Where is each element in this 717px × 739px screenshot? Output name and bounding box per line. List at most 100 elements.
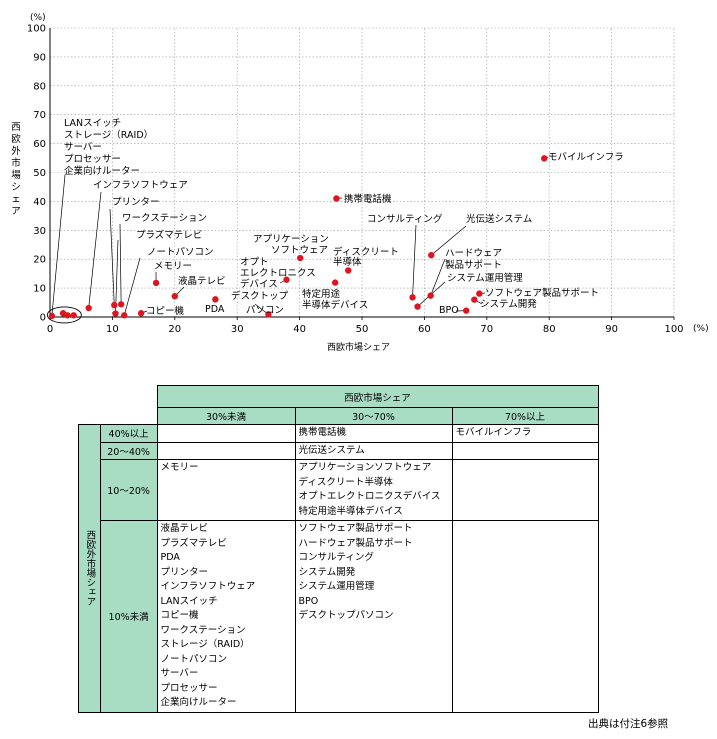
data-point (333, 195, 340, 202)
grid-lines (50, 27, 675, 317)
table-col-header: 70%以上 (451, 407, 599, 425)
x-tick-label: 10 (106, 324, 119, 335)
table-cell: 携帯電話機 (294, 424, 453, 443)
table-cell-item: 光伝送システム (298, 444, 365, 456)
point-label: ディスクリート (333, 246, 399, 258)
table-cell: 光伝送システム (294, 441, 453, 460)
table-cell-item: ソフトウェア製品サポート (298, 523, 413, 534)
point-label: プリンター (112, 197, 160, 208)
point-label: パソコン (246, 305, 284, 316)
data-point (111, 301, 118, 309)
y-tick-label: 90 (33, 52, 46, 63)
point-label: BPO (439, 305, 459, 316)
table-cell-item: プラズマテレビ (160, 537, 227, 549)
point-label: メモリー (154, 261, 192, 272)
x-tick-label: 30 (231, 324, 244, 335)
table-cell (156, 424, 296, 443)
table-cell: モバイルインフラ (451, 424, 599, 443)
point-label: プラズマテレビ (136, 229, 202, 241)
y-tick-label: 50 (33, 168, 46, 179)
table-cell-item: 液晶テレビ (160, 523, 209, 534)
leader-line (88, 191, 102, 309)
source-note: 出典は付注6参照 (588, 718, 669, 730)
point-label: アプリケーション (253, 234, 329, 245)
x-tick-label: 20 (168, 324, 181, 335)
point-label: システム開発 (480, 298, 537, 310)
table-header-top: 西欧市場シェア (156, 385, 599, 408)
point-label: デバイス (240, 278, 278, 290)
point-label: 光伝送システム (466, 213, 532, 225)
y-tick-label: 0 (40, 313, 46, 324)
point-label: 携帯電話機 (344, 193, 392, 205)
table-cell-item: サーバー (160, 668, 199, 679)
point-label: LANスイッチ (64, 118, 121, 129)
point-label: ストレージ（RAID） (64, 129, 153, 141)
x-tick-label: 50 (356, 324, 369, 335)
table-cell (451, 459, 599, 521)
table-cell-item: LANスイッチ (160, 595, 218, 607)
table-cell-item: PDA (160, 552, 180, 563)
point-label: オプト (240, 257, 269, 268)
point-label: PDA (205, 304, 225, 315)
point-label: 特定用途 (302, 288, 341, 300)
x-tick-label: 60 (418, 324, 431, 335)
table-cell-item: ストレージ（RAID） (160, 639, 250, 650)
table-cell-item: オプトエレクトロニクスデバイス (298, 491, 441, 502)
leader-line (431, 225, 467, 256)
table-cell (451, 441, 599, 460)
leader-line (430, 258, 446, 296)
table-cell (156, 441, 296, 460)
data-point (171, 292, 178, 300)
classification-table: 西欧市場シェア 30%未満 30～70% 70%以上 西欧外市場シェア 40%以… (78, 385, 599, 713)
table-cell (451, 520, 599, 713)
table-cell: メモリー (156, 459, 296, 521)
y-tick-label: 80 (33, 81, 46, 92)
leader-line (412, 224, 417, 298)
table-cell-item: コンサルティング (298, 552, 374, 563)
y-tick-label: 70 (33, 110, 46, 121)
data-point (476, 290, 483, 297)
table-cell-item: インフラソフトウェア (160, 581, 256, 592)
table-cell-item: ノートパソコン (160, 653, 228, 665)
data-point (427, 292, 434, 299)
data-point (414, 303, 421, 310)
point-label: 企業向けルーター (64, 165, 140, 177)
table-col-header: 30%未満 (156, 407, 296, 425)
table-row-label: 10%未満 (99, 520, 158, 713)
x-tick-label: 40 (293, 324, 306, 335)
leader-line (123, 257, 141, 316)
data-point (85, 304, 92, 312)
table-cell-item: 企業向けルーター (160, 697, 237, 708)
data-point (64, 312, 71, 319)
point-label: ワークステーション (122, 213, 207, 224)
table-cell-item: デスクトップパソコン (298, 610, 394, 621)
data-points (48, 155, 548, 320)
table-cell-item: システム運用管理 (298, 581, 375, 592)
data-point (463, 307, 470, 314)
table-cell-item: 特定用途半導体デバイス (298, 505, 403, 517)
leader-line (115, 239, 119, 314)
table-row-label: 10～20% (99, 459, 158, 521)
data-point (471, 296, 478, 303)
table-col-header: 30～70% (294, 407, 453, 425)
point-label: インフラソフトウェア (93, 180, 188, 191)
leader-line (119, 223, 122, 305)
data-point (428, 251, 435, 259)
table-cell-item: ハードウェア製品サポート (298, 537, 413, 549)
data-point (409, 294, 416, 301)
y-axis-title: 西欧外市場シェア (11, 122, 21, 217)
table-cell-item: ディスクリート半導体 (298, 476, 393, 488)
y-tick-label: 100 (27, 24, 46, 35)
y-tick-label: 40 (33, 197, 46, 208)
point-label: ソフトウェア製品サポート (485, 287, 599, 299)
table-cell: ソフトウェア製品サポート ハードウェア製品サポート コンサルティング システム開… (294, 520, 453, 713)
axis-titles: (%) (%) 西欧市場シェア 西欧外市場シェア (11, 13, 708, 353)
table-row-label: 40%以上 (99, 424, 158, 443)
scatter-chart: 0 10 20 30 40 50 60 70 80 90 100 0 10 20 30 40 50 60 70 80 9… (11, 13, 708, 353)
table-cell-item: システム開発 (298, 566, 356, 578)
axes (46, 28, 675, 324)
table-cell-item: メモリー (160, 462, 199, 473)
data-point (121, 312, 128, 319)
point-label: コピー機 (146, 305, 185, 317)
data-point (331, 279, 339, 286)
